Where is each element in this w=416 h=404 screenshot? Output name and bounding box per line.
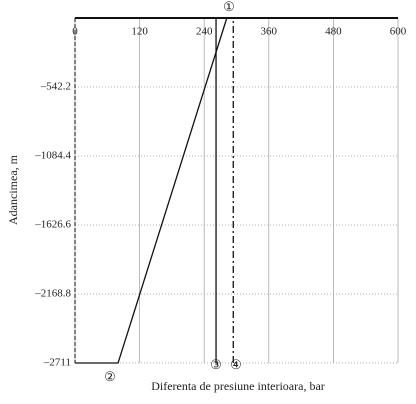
- y-tick-label: –1084.4: [34, 150, 71, 162]
- x-tick-label: 120: [131, 26, 148, 38]
- x-tick-label: 480: [325, 26, 342, 38]
- annotation: ④: [230, 357, 242, 372]
- x-tick-label: 240: [196, 26, 213, 38]
- annotation: ③: [210, 357, 222, 372]
- annotation: ①: [223, 0, 235, 14]
- y-axis-label: Adancimea, m: [6, 154, 20, 225]
- y-tick-label: –2168.8: [34, 288, 71, 300]
- annotation: ②: [104, 369, 116, 384]
- y-tick-label: –542.2: [40, 81, 71, 93]
- x-tick-label: 360: [261, 26, 278, 38]
- series-line: [75, 17, 228, 364]
- y-tick-label: –1626.6: [34, 219, 71, 231]
- x-tick-label: 600: [390, 26, 407, 38]
- y-tick-label: –2711: [43, 357, 71, 369]
- x-axis-label: Diferenta de presiune interioara, bar: [151, 379, 325, 393]
